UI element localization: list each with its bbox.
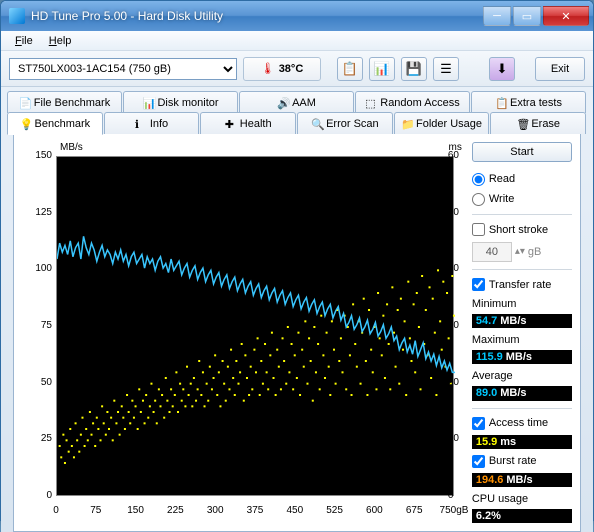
- copy-image-button[interactable]: 📊: [369, 57, 395, 81]
- menubar: File Help: [1, 31, 593, 51]
- maximum-label: Maximum: [472, 334, 572, 346]
- save-button[interactable]: 💾: [401, 57, 427, 81]
- stroke-unit: gB: [528, 246, 541, 258]
- tab-health[interactable]: ✚Health: [200, 112, 296, 134]
- short-stroke-checkbox[interactable]: [472, 223, 485, 236]
- maximize-button[interactable]: ▭: [513, 6, 541, 26]
- start-button[interactable]: Start: [472, 142, 572, 162]
- tab-file-benchmark[interactable]: 📄File Benchmark: [7, 91, 122, 113]
- tab-icon: 🗑: [516, 118, 528, 130]
- average-label: Average: [472, 370, 572, 382]
- tab-icon: ✚: [225, 118, 237, 130]
- tab-icon: 🔊: [277, 97, 289, 109]
- access-time-checkbox[interactable]: [472, 417, 485, 430]
- app-icon: [9, 8, 25, 24]
- tab-icon: 💡: [20, 118, 32, 130]
- tab-content: MB/s ms 0255075100125150 0102030405060 0…: [13, 134, 581, 532]
- tab-error-scan[interactable]: 🔍Error Scan: [297, 112, 393, 134]
- menu-file[interactable]: File: [7, 33, 41, 49]
- burst-rate-value: 194.6MB/s: [472, 473, 572, 487]
- tab-icon: ℹ: [135, 118, 147, 130]
- tabs-area: 📄File Benchmark📊Disk monitor🔊AAM⬚Random …: [1, 87, 593, 532]
- screenshot-button[interactable]: ⬇: [489, 57, 515, 81]
- transfer-rate-label: Transfer rate: [489, 279, 552, 291]
- access-time-label: Access time: [489, 417, 548, 429]
- temperature-display: 🌡 38°C: [243, 57, 321, 81]
- tab-row-bottom: 💡BenchmarkℹInfo✚Health🔍Error Scan📁Folder…: [7, 112, 587, 134]
- window-title: HD Tune Pro 5.00 - Hard Disk Utility: [31, 9, 483, 23]
- transfer-rate-checkbox[interactable]: [472, 278, 485, 291]
- access-time-value: 15.9ms: [472, 435, 572, 449]
- short-stroke-label: Short stroke: [489, 224, 548, 236]
- main-window: HD Tune Pro 5.00 - Hard Disk Utility ─ ▭…: [0, 0, 594, 521]
- y-left-axis-label: MB/s: [60, 142, 83, 153]
- temperature-value: 38°C: [279, 63, 304, 75]
- tab-folder-usage[interactable]: 📁Folder Usage: [394, 112, 490, 134]
- tab-random-access[interactable]: ⬚Random Access: [355, 91, 470, 113]
- options-button[interactable]: ☰: [433, 57, 459, 81]
- tab-icon: 📁: [401, 118, 413, 130]
- copy-text-button[interactable]: 📋: [337, 57, 363, 81]
- minimum-label: Minimum: [472, 298, 572, 310]
- menu-help[interactable]: Help: [41, 33, 80, 49]
- tab-erase[interactable]: 🗑Erase: [490, 112, 586, 134]
- close-button[interactable]: ✕: [543, 6, 589, 26]
- thermometer-icon: 🌡: [261, 62, 275, 75]
- tab-info[interactable]: ℹInfo: [104, 112, 200, 134]
- tab-icon: 🔍: [311, 118, 323, 130]
- side-panel: Start Read Write Short stroke ▴▾gB Trans…: [472, 142, 572, 523]
- burst-rate-checkbox[interactable]: [472, 455, 485, 468]
- write-radio[interactable]: [472, 193, 485, 206]
- burst-rate-label: Burst rate: [489, 455, 537, 467]
- tab-icon: ⬚: [365, 97, 377, 109]
- chart-canvas: [56, 156, 454, 496]
- tab-icon: 📄: [19, 97, 31, 109]
- read-radio[interactable]: [472, 173, 485, 186]
- tab-disk-monitor[interactable]: 📊Disk monitor: [123, 91, 238, 113]
- minimum-value: 54.7MB/s: [472, 314, 572, 328]
- exit-button[interactable]: Exit: [535, 57, 585, 81]
- tab-icon: 📋: [495, 97, 507, 109]
- tab-icon: 📊: [142, 97, 154, 109]
- tab-aam[interactable]: 🔊AAM: [239, 91, 354, 113]
- cpu-usage-label: CPU usage: [472, 493, 572, 505]
- tab-benchmark[interactable]: 💡Benchmark: [7, 112, 103, 135]
- drive-select[interactable]: ST750LX003-1AC154 (750 gB): [9, 58, 237, 80]
- maximum-value: 115.9MB/s: [472, 350, 572, 364]
- titlebar[interactable]: HD Tune Pro 5.00 - Hard Disk Utility ─ ▭…: [1, 1, 593, 31]
- write-label: Write: [489, 193, 514, 205]
- toolbar: ST750LX003-1AC154 (750 gB) 🌡 38°C 📋 📊 💾 …: [1, 51, 593, 87]
- average-value: 89.0MB/s: [472, 386, 572, 400]
- tab-extra-tests[interactable]: 📋Extra tests: [471, 91, 586, 113]
- stroke-value-input: [472, 242, 512, 262]
- benchmark-chart: MB/s ms 0255075100125150 0102030405060 0…: [22, 142, 464, 524]
- tab-row-top: 📄File Benchmark📊Disk monitor🔊AAM⬚Random …: [7, 91, 587, 113]
- read-label: Read: [489, 173, 515, 185]
- minimize-button[interactable]: ─: [483, 6, 511, 26]
